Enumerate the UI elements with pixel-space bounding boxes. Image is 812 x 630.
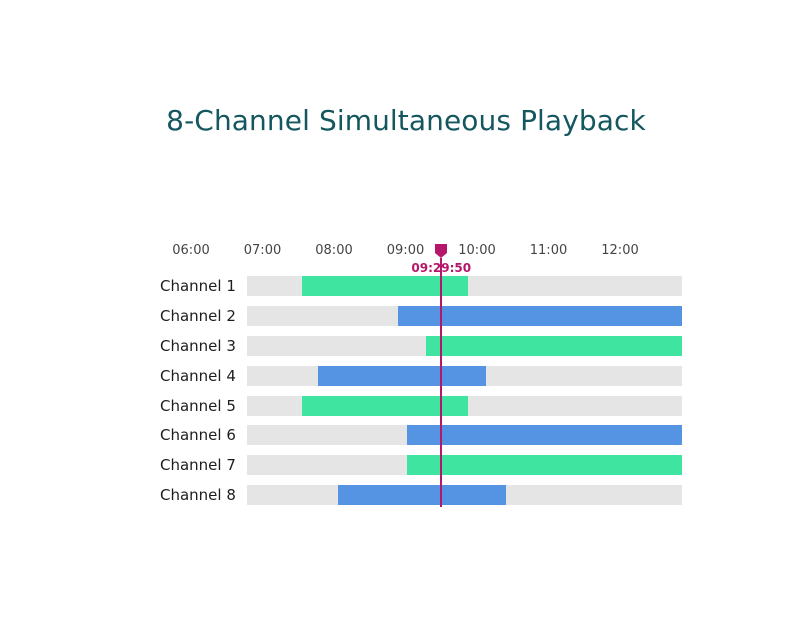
channel-track[interactable] (247, 366, 682, 386)
time-tick-label: 10:00 (458, 243, 496, 258)
channel-track[interactable] (247, 306, 682, 326)
time-tick-label: 11:00 (529, 243, 568, 258)
channel-label: Channel 5 (160, 397, 236, 415)
channel-label: Channel 8 (160, 486, 236, 504)
playhead-marker-icon[interactable] (435, 244, 448, 258)
time-tick-label: 07:00 (243, 243, 282, 258)
channel-label: Channel 3 (160, 337, 236, 355)
recording-segment[interactable] (406, 455, 682, 475)
channel-track[interactable] (247, 276, 682, 296)
channel-track[interactable] (247, 485, 682, 505)
recording-segment[interactable] (301, 276, 468, 296)
recording-segment[interactable] (406, 425, 682, 445)
recording-segment[interactable] (301, 396, 468, 416)
channel-label: Channel 4 (160, 367, 236, 385)
time-tick-label: 12:00 (601, 243, 639, 258)
time-tick-label: 08:00 (315, 243, 353, 258)
recording-segment[interactable] (318, 366, 486, 386)
recording-segment[interactable] (337, 485, 506, 505)
channel-label: Channel 1 (160, 277, 236, 295)
channel-label: Channel 7 (160, 456, 236, 474)
playhead-line[interactable] (440, 258, 443, 507)
page-title: 8-Channel Simultaneous Playback (166, 104, 646, 137)
channel-label: Channel 2 (160, 307, 236, 325)
channel-track[interactable] (247, 336, 682, 356)
recording-segment[interactable] (398, 306, 682, 326)
time-tick-label: 09:00 (386, 243, 425, 258)
channel-label: Channel 6 (160, 426, 236, 444)
playhead-time-label: 09:29:50 (411, 261, 472, 275)
channel-track[interactable] (247, 455, 682, 475)
time-tick-label: 06:00 (172, 243, 210, 258)
recording-segment[interactable] (425, 336, 682, 356)
channel-track[interactable] (247, 425, 682, 445)
channel-track[interactable] (247, 396, 682, 416)
